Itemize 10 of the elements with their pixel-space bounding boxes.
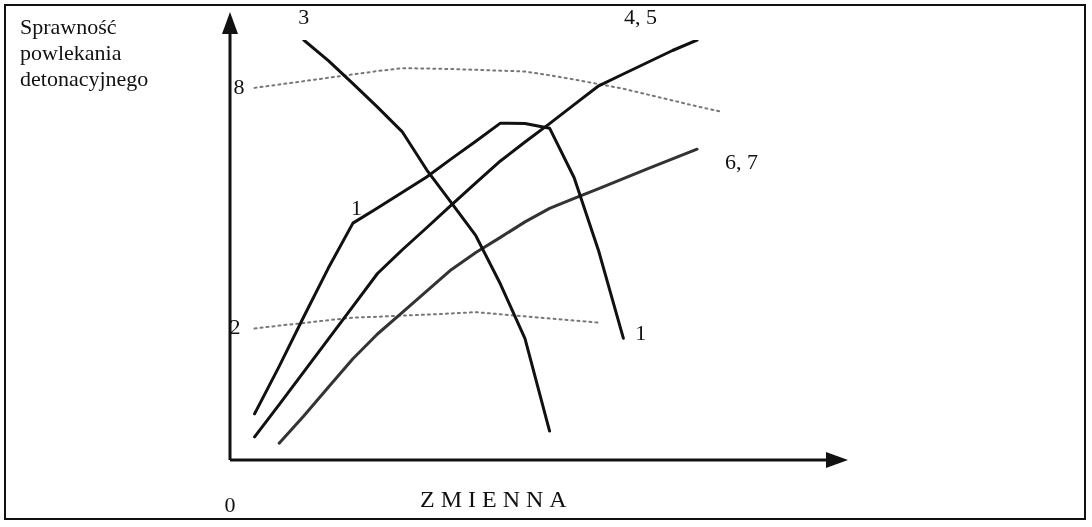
x-axis-title: ZMIENNA [420, 486, 573, 513]
series-label: 1 [350, 194, 362, 220]
series-label: 4, 5 [624, 3, 658, 29]
series-label: 8 [233, 73, 245, 99]
annotation: 1 [635, 319, 647, 345]
series-label: 2 [229, 314, 241, 340]
series-label: 6, 7 [725, 148, 759, 174]
y-axis-title: Sprawność powlekania detonacyjnego [20, 14, 150, 92]
series-label: 3 [298, 3, 310, 29]
text: 0 [224, 491, 236, 517]
